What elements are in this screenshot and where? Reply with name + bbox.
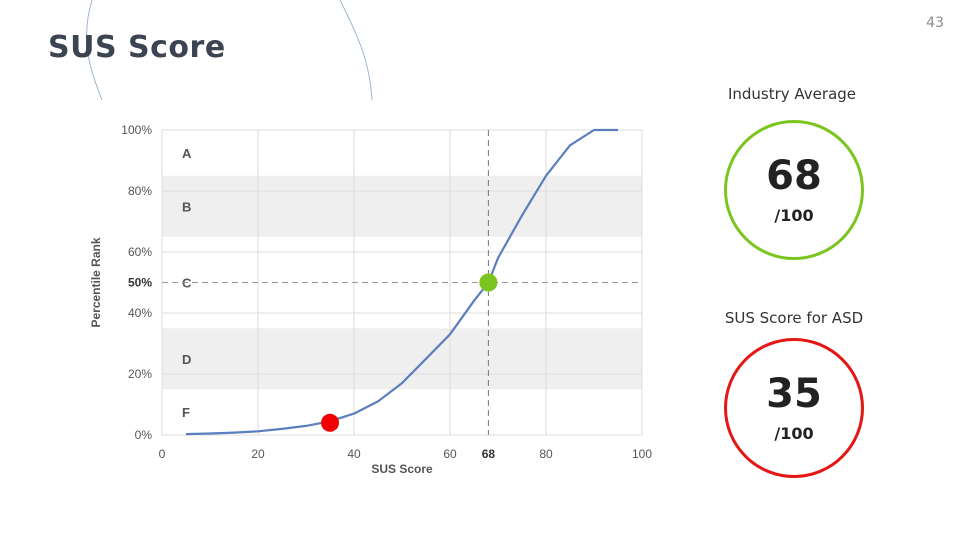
y-axis-title: Percentile Rank xyxy=(89,237,103,327)
asd-score-value: 35 xyxy=(766,370,822,417)
x-axis-title: SUS Score xyxy=(371,462,433,476)
page-number: 43 xyxy=(926,15,944,31)
series-line xyxy=(185,128,618,436)
y-tick-label: 40% xyxy=(128,306,152,320)
x-tick-label: 60 xyxy=(443,447,457,461)
industry-average-label: Industry Average xyxy=(727,85,857,103)
industry-average-circle: 68 /100 xyxy=(724,120,864,260)
decorative-curve xyxy=(86,0,373,101)
asd-score-circle: 35 /100 xyxy=(724,338,864,478)
x-tick-label: 100 xyxy=(632,447,652,461)
industry-average-denominator: /100 xyxy=(774,205,814,225)
grade-band-d xyxy=(162,328,642,390)
slide-title: SUS Score xyxy=(48,30,226,65)
y-tick-label: 60% xyxy=(128,245,152,259)
grade-label-a: A xyxy=(182,146,192,161)
sus-percentile-chart: 0% 20% 40% 50% 60% 80% 100% 0 20 40 60 68 80 100 SUS S… xyxy=(89,123,652,476)
grade-band-b xyxy=(162,175,642,237)
y-tick-label: 100% xyxy=(121,123,152,137)
x-tick-label: 0 xyxy=(159,447,166,461)
y-tick-label: 20% xyxy=(128,367,152,381)
y-tick-label: 80% xyxy=(128,184,152,198)
grade-label-b: B xyxy=(182,199,191,214)
x-tick-label: 40 xyxy=(347,447,361,461)
asd-score-label: SUS Score for ASD xyxy=(724,309,864,327)
y-tick-label: 0% xyxy=(135,428,153,442)
x-tick-label: 20 xyxy=(251,447,265,461)
y-tick-label: 50% xyxy=(128,276,152,290)
industry-average-value: 68 xyxy=(766,152,822,199)
asd-score-denominator: /100 xyxy=(774,423,814,443)
grade-label-d: D xyxy=(182,352,191,367)
highlight-point-1 xyxy=(479,273,498,292)
highlight-point-2 xyxy=(321,413,339,432)
grade-label-f: F xyxy=(182,405,190,420)
x-tick-label: 80 xyxy=(539,447,553,461)
x-tick-label: 68 xyxy=(482,447,496,461)
